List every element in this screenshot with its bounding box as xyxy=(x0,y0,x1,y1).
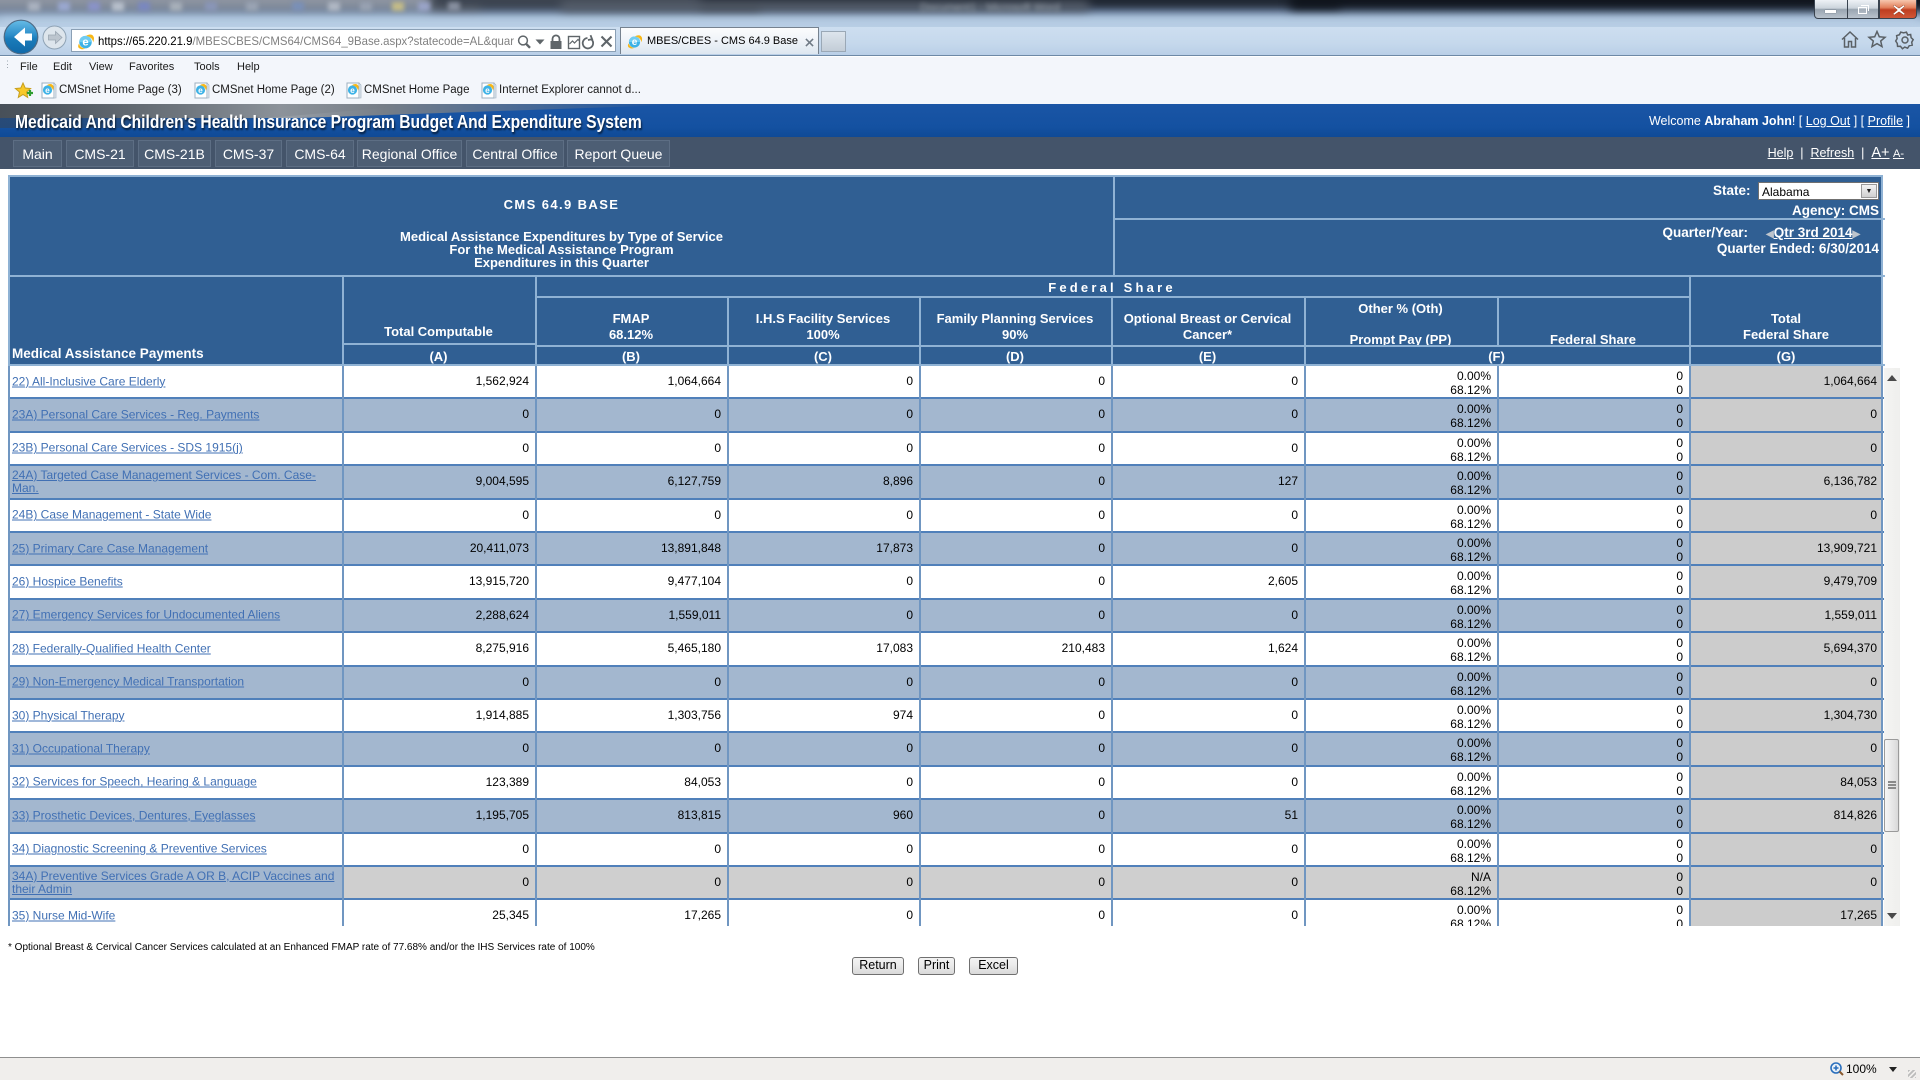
svg-text:e: e xyxy=(350,85,355,95)
svg-text:e: e xyxy=(198,85,203,95)
svg-text:e: e xyxy=(82,37,88,49)
svg-text:e: e xyxy=(632,37,638,48)
svg-text:e: e xyxy=(485,85,490,95)
svg-text:e: e xyxy=(45,85,50,95)
